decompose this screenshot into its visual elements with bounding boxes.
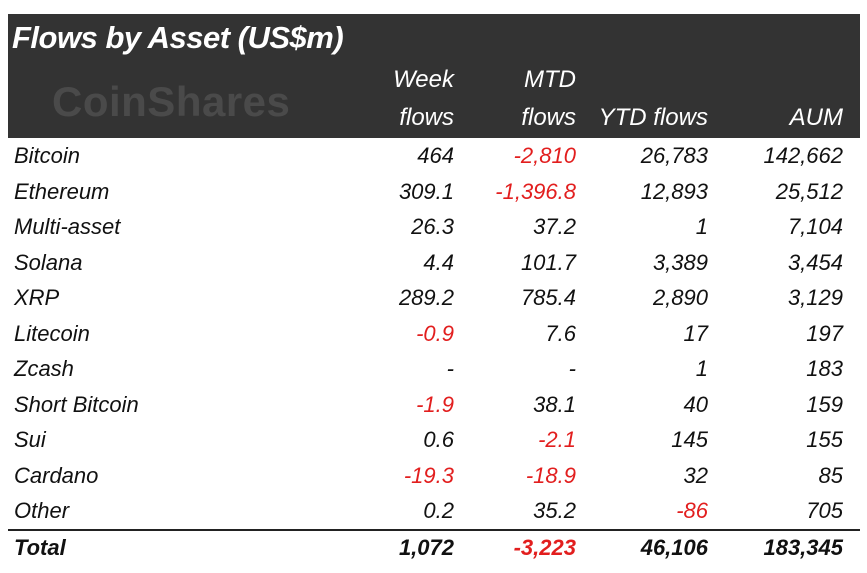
table-row: Sui 0.6 -2.1 145 155 [8,422,860,457]
aum-value: 197 [806,320,843,346]
week-value: -0.9 [416,320,454,346]
col-ytd-header: YTD flows [598,104,708,131]
col-aum-header: AUM [789,104,843,131]
coinshares-logo: CoinShares [52,78,291,125]
aum-value: 3,454 [787,249,843,275]
ytd-value: 40 [683,391,708,417]
asset-name: Bitcoin [14,143,81,168]
col-week-line2: flows [399,104,454,131]
mtd-value: 7.6 [545,320,576,346]
aum-value: 705 [806,498,843,523]
week-value: 0.6 [423,427,454,452]
aum-value: 183 [806,356,843,381]
total-aum: 183,345 [763,535,843,560]
aum-value: 159 [806,391,843,417]
asset-name: Short Bitcoin [14,391,139,417]
total-mtd: -3,223 [513,535,576,560]
asset-name: Sui [14,427,46,452]
ytd-value: 1 [695,356,708,381]
table-row: Other 0.2 35.2 -86 705 [8,493,860,528]
mtd-value: - [568,356,576,381]
ytd-value: -86 [676,498,708,523]
ytd-value: 1 [695,214,708,239]
mtd-value: 101.7 [520,249,576,275]
table-header: Flows by Asset (US$m) CoinShares Week fl… [8,14,860,138]
table-row: Multi-asset 26.3 37.2 1 7,104 [8,209,860,244]
mtd-value: -18.9 [525,462,576,488]
asset-name: Litecoin [14,320,90,346]
week-value: - [446,356,454,381]
mtd-value: 38.1 [533,391,576,417]
table-row: Short Bitcoin -1.9 38.1 40 159 [8,387,860,422]
total-row: Total 1,072 -3,223 46,106 183,345 [8,530,860,565]
week-value: 464 [417,143,454,168]
col-week-line1: Week [393,66,454,93]
flows-table: Flows by Asset (US$m) CoinShares Week fl… [8,14,860,570]
aum-value: 85 [818,462,843,488]
table-row: Bitcoin 464 -2,810 26,783 142,662 [8,138,860,173]
week-value: 4.4 [423,249,454,275]
week-value: 26.3 [411,214,454,239]
col-mtd-line2: flows [521,104,576,131]
table-row: Ethereum 309.1 -1,396.8 12,893 25,512 [8,174,860,209]
asset-name: Zcash [14,356,74,381]
week-value: 0.2 [423,498,454,523]
ytd-value: 2,890 [652,285,708,310]
table-row: Solana 4.4 101.7 3,389 3,454 [8,245,860,280]
ytd-value: 12,893 [640,178,708,204]
total-week: 1,072 [398,535,454,560]
mtd-value: 35.2 [533,498,576,523]
asset-name: Solana [14,249,83,275]
week-value: 289.2 [398,285,454,310]
asset-name: Cardano [14,462,99,488]
table-row: Zcash - - 1 183 [8,351,860,386]
week-value: 309.1 [398,178,454,204]
table-row: Litecoin -0.9 7.6 17 197 [8,316,860,351]
table-row: XRP 289.2 785.4 2,890 3,129 [8,280,860,315]
week-value: -19.3 [403,462,454,488]
ytd-value: 145 [671,427,708,452]
aum-value: 155 [806,427,843,452]
mtd-value: 37.2 [533,214,576,239]
ytd-value: 3,389 [652,249,708,275]
total-divider [8,529,860,531]
table-title: Flows by Asset (US$m) [12,20,344,55]
asset-name: Multi-asset [14,214,121,239]
aum-value: 3,129 [787,285,843,310]
week-value: -1.9 [416,391,454,417]
ytd-value: 32 [683,462,708,488]
col-mtd-line1: MTD [524,66,576,93]
aum-value: 25,512 [775,178,843,204]
asset-name: Ethereum [14,178,110,204]
asset-name: XRP [14,285,60,310]
table-row: Cardano -19.3 -18.9 32 85 [8,458,860,493]
ytd-value: 26,783 [640,143,708,168]
aum-value: 7,104 [787,214,843,239]
mtd-value: -2,810 [513,143,576,168]
ytd-value: 17 [683,320,708,346]
mtd-value: 785.4 [520,285,576,310]
aum-value: 142,662 [763,143,843,168]
mtd-value: -2.1 [538,427,576,452]
total-label: Total [14,535,66,560]
total-ytd: 46,106 [640,535,708,560]
asset-name: Other [14,498,70,523]
mtd-value: -1,396.8 [495,178,576,204]
